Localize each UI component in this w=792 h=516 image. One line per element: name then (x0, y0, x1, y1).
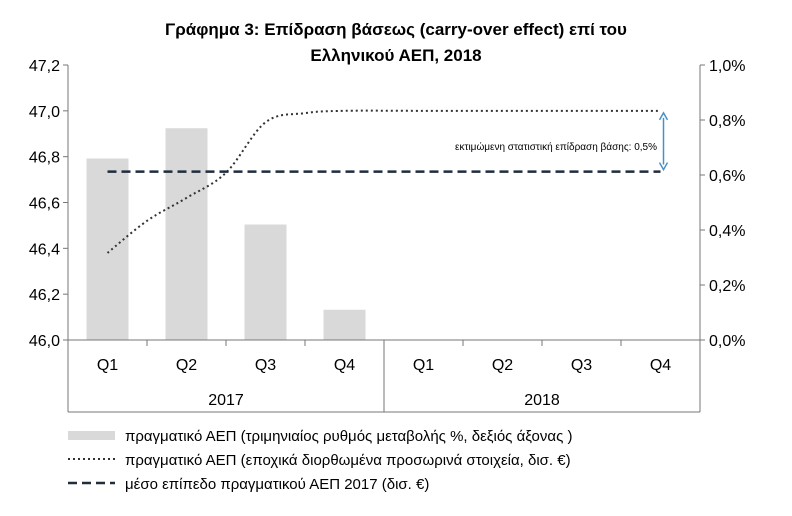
legend-label: πραγματικό ΑΕΠ (εποχικά διορθωμένα προσω… (125, 452, 571, 469)
axes-layer (63, 64, 705, 413)
left-tick-label: 46,6 (29, 196, 60, 213)
bar (165, 128, 208, 340)
left-tick-label: 46,8 (29, 150, 60, 167)
category-label: Q1 (413, 357, 434, 374)
legend-swatch-bar (68, 431, 115, 440)
category-label: Q2 (492, 357, 513, 374)
right-tick-label: 0,4% (709, 223, 745, 240)
category-labels: 2017 2018 Q1 Q2 Q3 Q4 Q1 Q2 Q3 Q4 (97, 357, 671, 409)
category-label: Q3 (571, 357, 592, 374)
bars-layer (86, 128, 366, 340)
group-label: 2018 (524, 392, 560, 409)
legend: πραγματικό ΑΕΠ (τριμηνιαίος ρυθμός μεταβ… (68, 428, 572, 493)
left-tick-label: 47,2 (29, 58, 60, 75)
left-tick-label: 46,2 (29, 287, 60, 304)
bar (86, 158, 129, 340)
right-tick-label: 0,8% (709, 113, 745, 130)
category-label: Q2 (176, 357, 197, 374)
right-tick-label: 0,0% (709, 333, 745, 350)
legend-label: μέσο επίπεδο πραγματικού ΑΕΠ 2017 (δισ. … (125, 476, 429, 493)
right-tick-label: 0,6% (709, 168, 745, 185)
group-label: 2017 (208, 392, 244, 409)
left-tick-label: 47,0 (29, 104, 60, 121)
left-tick-label: 46,0 (29, 333, 60, 350)
bar (323, 309, 366, 340)
category-label: Q4 (334, 357, 355, 374)
category-label: Q3 (255, 357, 276, 374)
bar (244, 224, 287, 340)
category-label: Q1 (97, 357, 118, 374)
lines-layer (106, 109, 661, 254)
category-label: Q4 (650, 357, 671, 374)
right-tick-label: 0,2% (709, 278, 745, 295)
series-line-dotted (106, 109, 661, 254)
chart-title-line1: Γράφημα 3: Επίδραση βάσεως (carry-over e… (165, 20, 627, 39)
annotation-arrow-head-top (658, 111, 669, 121)
annotation-arrow-head-bottom (658, 162, 669, 172)
annotation-text: εκτιμώμενη στατιστική επίδραση βάσης: 0,… (455, 141, 657, 153)
tick-labels: 46,0 46,2 46,4 46,6 46,8 47,0 47,2 0,0% 0,2% 0,4%… (29, 58, 746, 350)
chart-title-line2: Ελληνικού ΑΕΠ, 2018 (310, 46, 481, 65)
legend-label: πραγματικό ΑΕΠ (τριμηνιαίος ρυθμός μεταβ… (125, 428, 572, 445)
left-tick-label: 46,4 (29, 241, 60, 258)
right-tick-label: 1,0% (709, 58, 745, 75)
annotation: εκτιμώμενη στατιστική επίδραση βάσης: 0,… (455, 111, 669, 172)
